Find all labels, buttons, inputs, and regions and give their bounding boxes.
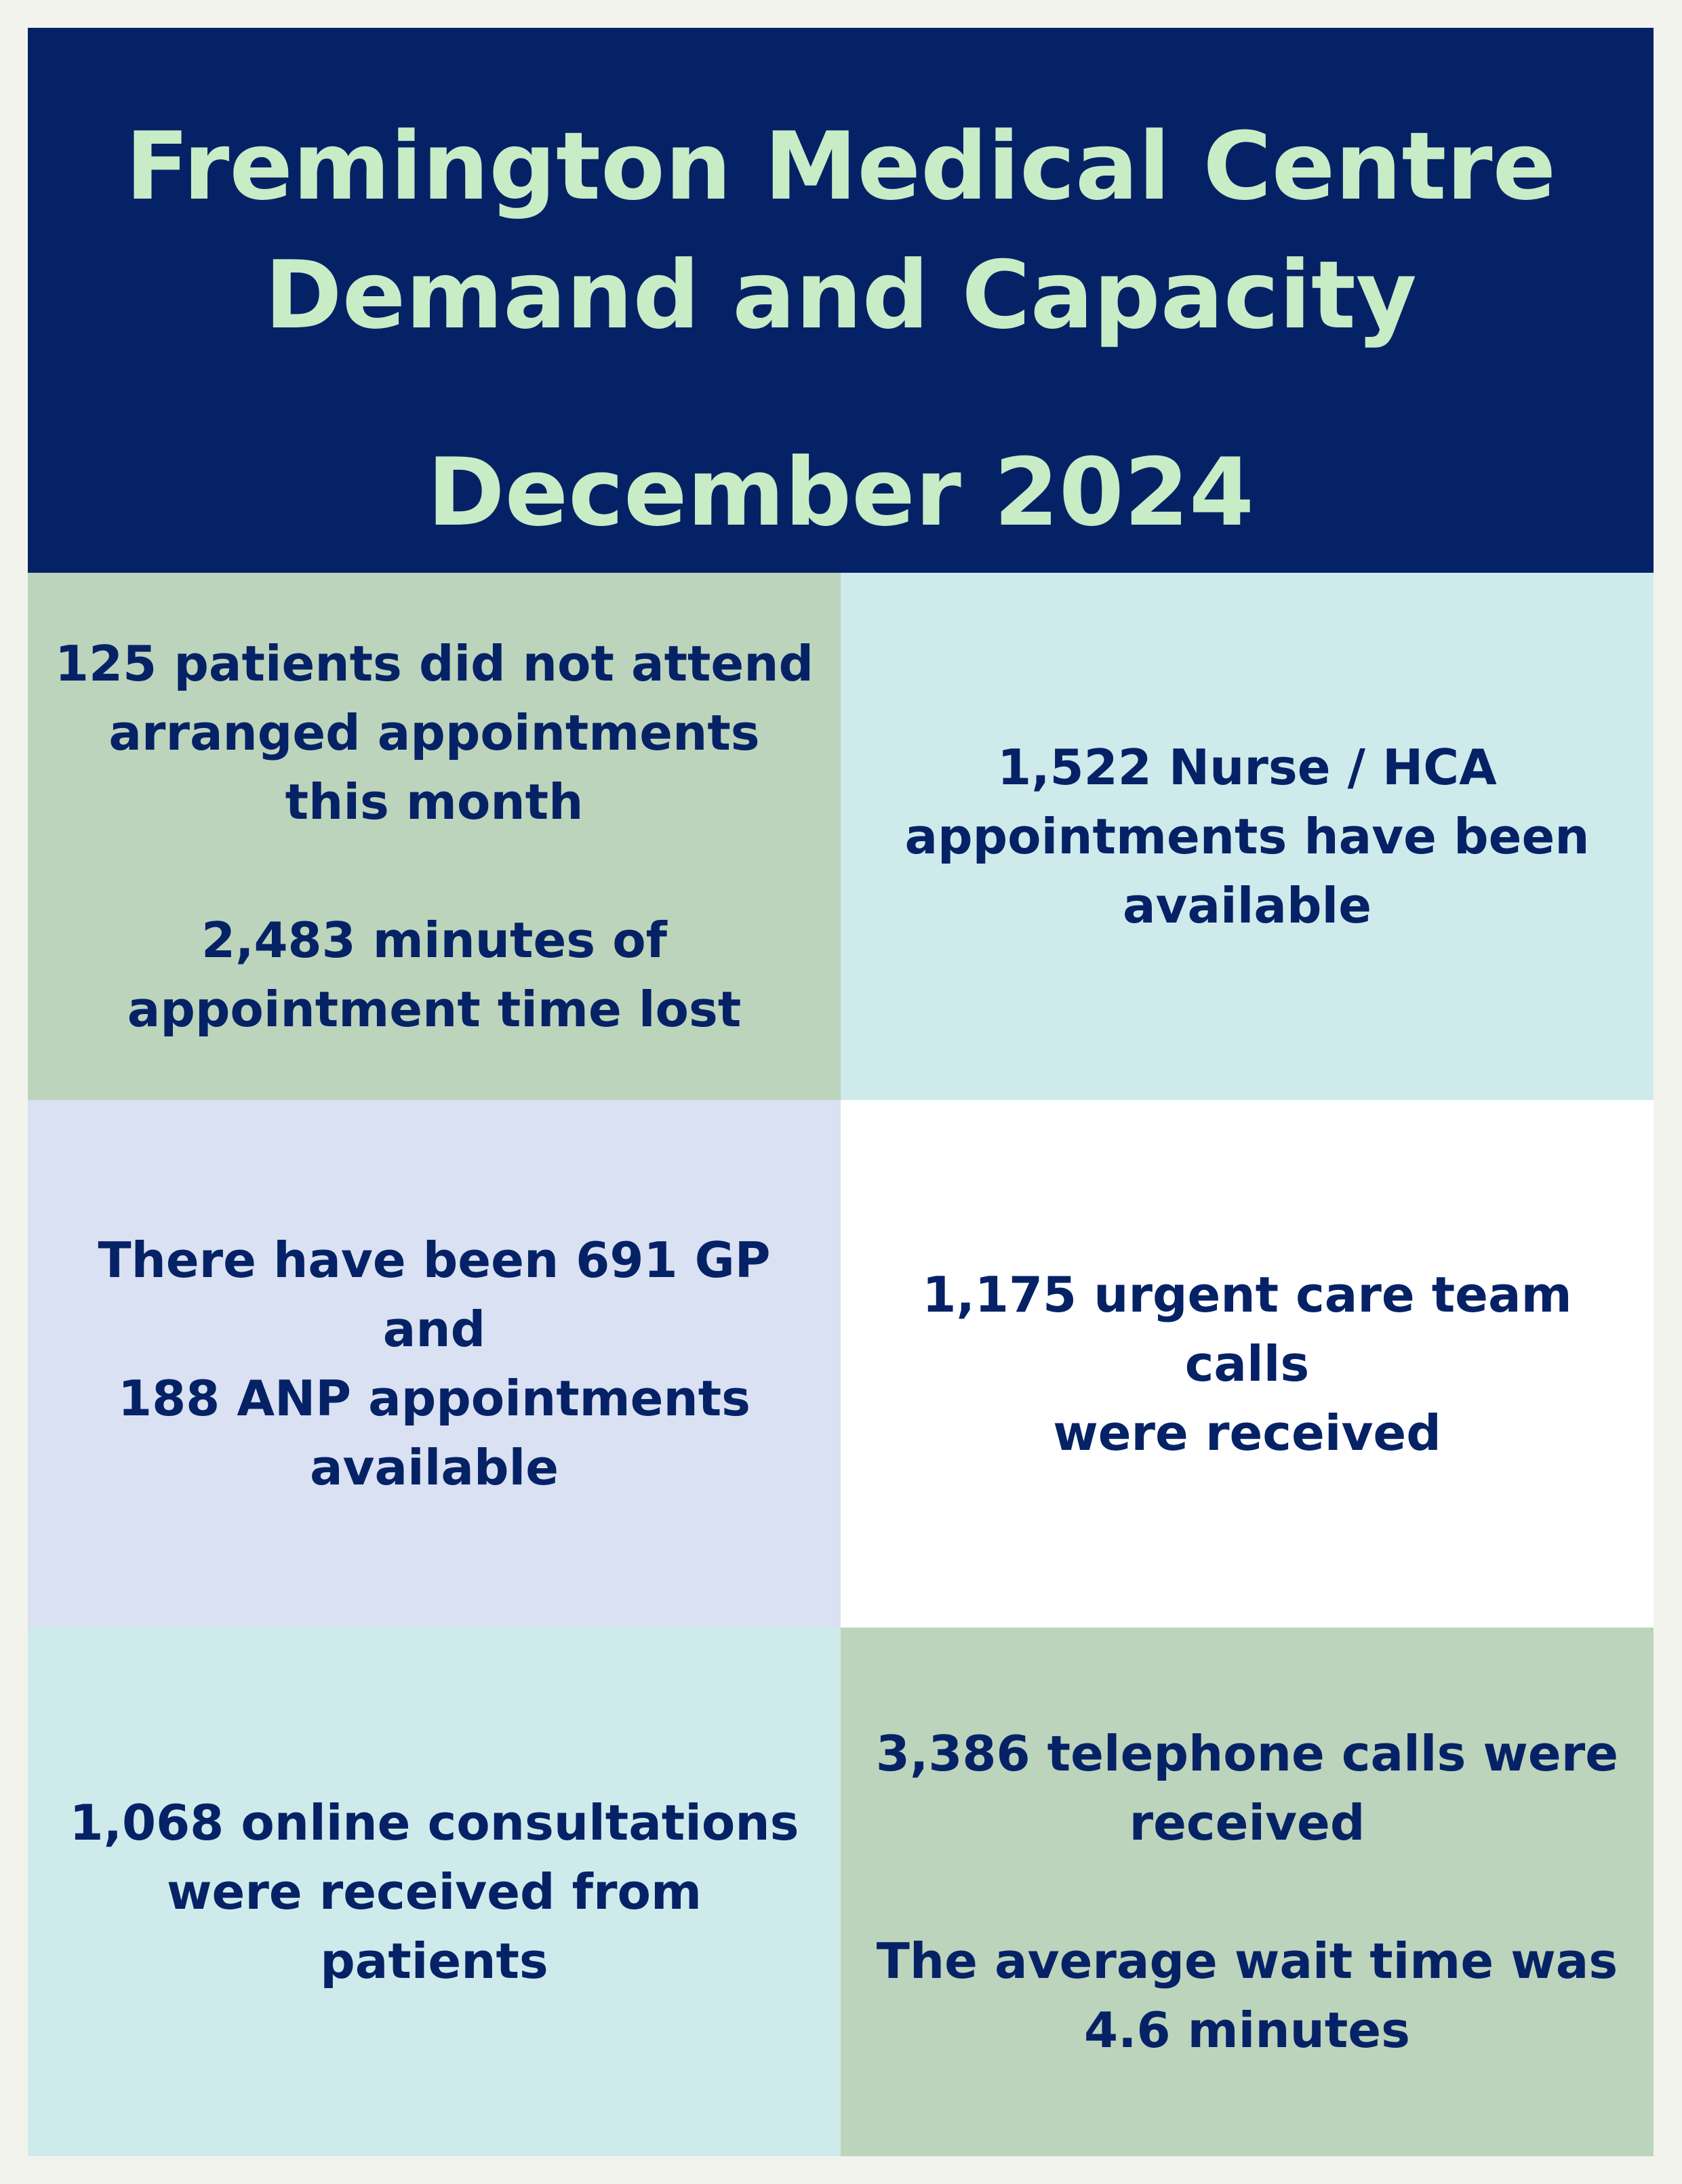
poster: Fremington Medical Centre Demand and Cap… <box>28 28 1654 2156</box>
urgent-care-panel: 1,175 urgent care team calls were receiv… <box>841 1100 1654 1627</box>
online-consultations-panel: 1,068 online consultations were received… <box>28 1627 841 2156</box>
minutes-lost-text: 2,483 minutes of appointment time lost <box>127 912 742 1038</box>
online-consultations-text: 1,068 online consultations were received… <box>69 1794 799 1989</box>
did-not-attend-panel: 125 patients did not attend arranged app… <box>28 573 841 1100</box>
nurse-hca-text: 1,522 Nurse / HCA appointments have been… <box>904 739 1590 934</box>
stats-grid: 125 patients did not attend arranged app… <box>28 573 1654 2156</box>
title-banner: Fremington Medical Centre Demand and Cap… <box>28 28 1654 573</box>
telephone-calls-text: 3,386 telephone calls were received <box>875 1725 1619 1851</box>
average-wait-text: The average wait time was 4.6 minutes <box>876 1933 1618 2059</box>
title-line-practice: Fremington Medical Centre <box>125 112 1557 221</box>
urgent-care-text: 1,175 urgent care team calls were receiv… <box>922 1266 1572 1461</box>
telephone-calls-panel: 3,386 telephone calls were received The … <box>841 1627 1654 2156</box>
title-line-month: December 2024 <box>427 438 1254 547</box>
title-line-subject: Demand and Capacity <box>264 241 1417 350</box>
gp-anp-text: There have been 691 GP and 188 ANP appoi… <box>98 1232 771 1496</box>
did-not-attend-text: 125 patients did not attend arranged app… <box>54 635 814 830</box>
gp-anp-panel: There have been 691 GP and 188 ANP appoi… <box>28 1100 841 1627</box>
nurse-hca-panel: 1,522 Nurse / HCA appointments have been… <box>841 573 1654 1100</box>
